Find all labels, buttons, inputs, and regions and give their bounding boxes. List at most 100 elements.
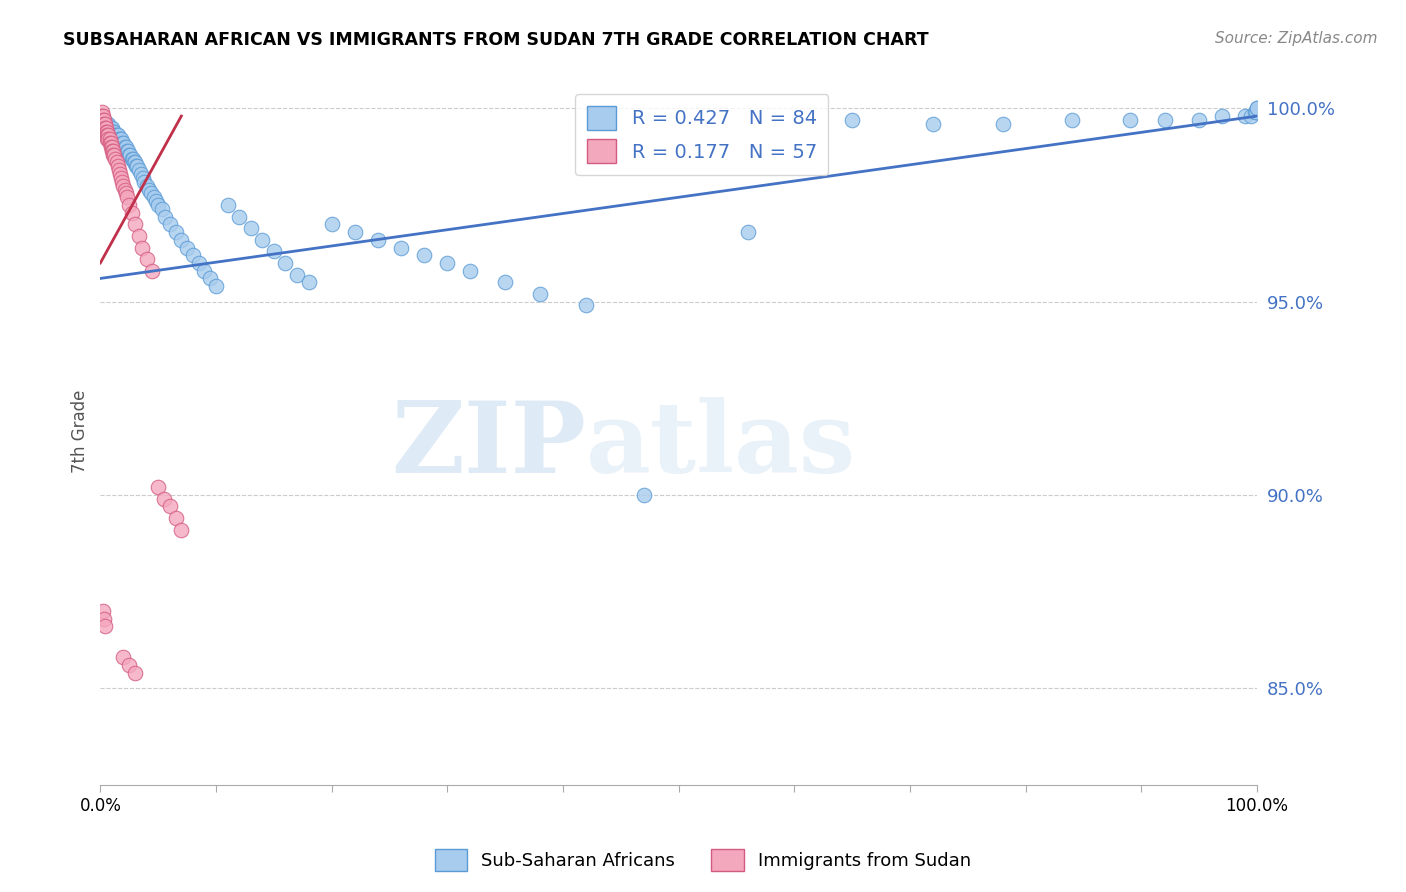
Point xyxy=(108,132,131,146)
Text: SUBSAHARAN AFRICAN VS IMMIGRANTS FROM SUDAN 7TH GRADE CORRELATION CHART: SUBSAHARAN AFRICAN VS IMMIGRANTS FROM SU… xyxy=(63,31,929,49)
Point xyxy=(460,263,482,277)
Point xyxy=(112,136,135,150)
Point xyxy=(239,221,262,235)
Point xyxy=(367,233,389,247)
Point xyxy=(115,190,138,204)
Text: Source: ZipAtlas.com: Source: ZipAtlas.com xyxy=(1215,31,1378,46)
Point xyxy=(91,109,114,123)
Point xyxy=(494,275,516,289)
Point xyxy=(124,665,146,680)
Point xyxy=(98,136,121,150)
Point xyxy=(922,117,945,131)
Point xyxy=(120,147,142,161)
Point xyxy=(150,202,173,216)
Point xyxy=(153,210,176,224)
Point xyxy=(100,136,122,150)
Point xyxy=(176,240,198,254)
Point xyxy=(841,112,863,127)
Point xyxy=(132,170,155,185)
Point xyxy=(135,178,157,193)
Point xyxy=(108,163,131,178)
Point xyxy=(413,248,436,262)
Point xyxy=(148,198,170,212)
Point xyxy=(110,170,132,185)
Point xyxy=(121,152,143,166)
Point xyxy=(170,233,193,247)
Point xyxy=(107,128,129,143)
Point xyxy=(228,210,250,224)
Point xyxy=(94,120,117,135)
Point xyxy=(90,109,112,123)
Point xyxy=(105,155,128,169)
Point xyxy=(131,240,153,254)
Point xyxy=(114,140,136,154)
Point xyxy=(1153,112,1175,127)
Point xyxy=(101,144,124,158)
Point xyxy=(343,225,366,239)
Point xyxy=(97,128,120,143)
Point xyxy=(100,140,122,154)
Point xyxy=(91,604,114,618)
Point xyxy=(121,205,143,219)
Point xyxy=(127,159,149,173)
Point xyxy=(165,511,187,525)
Point xyxy=(94,117,117,131)
Point xyxy=(114,182,136,196)
Point xyxy=(96,117,118,131)
Point xyxy=(737,225,759,239)
Point xyxy=(111,175,134,189)
Y-axis label: 7th Grade: 7th Grade xyxy=(72,390,89,473)
Point xyxy=(103,124,125,138)
Point xyxy=(991,117,1014,131)
Point xyxy=(128,228,150,243)
Point xyxy=(122,155,145,169)
Point xyxy=(94,128,117,143)
Point xyxy=(101,144,124,158)
Point xyxy=(112,178,135,193)
Point xyxy=(1211,109,1233,123)
Point xyxy=(94,124,117,138)
Point xyxy=(96,124,118,138)
Point xyxy=(263,244,285,259)
Point xyxy=(90,105,112,120)
Point xyxy=(285,268,308,282)
Point xyxy=(107,159,129,173)
Point xyxy=(1240,109,1263,123)
Point xyxy=(181,248,204,262)
Point xyxy=(115,144,138,158)
Point xyxy=(93,120,115,135)
Point xyxy=(205,279,228,293)
Legend: R = 0.427   N = 84, R = 0.177   N = 57: R = 0.427 N = 84, R = 0.177 N = 57 xyxy=(575,95,828,175)
Point xyxy=(134,175,156,189)
Point xyxy=(108,132,131,146)
Point xyxy=(91,112,114,127)
Point xyxy=(101,147,124,161)
Point xyxy=(94,124,117,138)
Point xyxy=(124,217,146,231)
Point xyxy=(1244,105,1267,120)
Point xyxy=(436,256,458,270)
Point xyxy=(103,147,125,161)
Point xyxy=(633,488,655,502)
Point xyxy=(1246,101,1268,115)
Point xyxy=(252,233,274,247)
Point xyxy=(118,198,141,212)
Point xyxy=(100,120,122,135)
Point xyxy=(141,186,163,201)
Point xyxy=(193,263,215,277)
Point xyxy=(1243,105,1265,120)
Point xyxy=(112,650,135,665)
Point xyxy=(93,117,115,131)
Point xyxy=(274,256,297,270)
Point xyxy=(200,271,222,285)
Point xyxy=(297,275,319,289)
Point xyxy=(118,147,141,161)
Point xyxy=(129,167,152,181)
Point xyxy=(93,112,115,127)
Point xyxy=(159,500,181,514)
Point xyxy=(118,657,141,672)
Point xyxy=(105,128,128,143)
Point xyxy=(121,152,143,166)
Point xyxy=(529,286,551,301)
Point xyxy=(145,194,167,208)
